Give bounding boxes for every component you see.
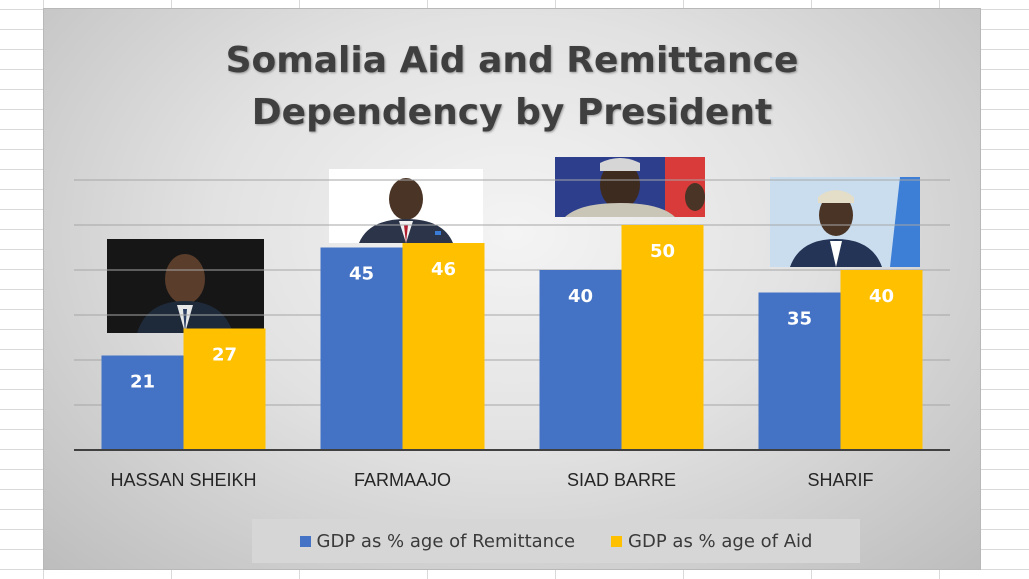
bar-remittance-3[interactable] [758,292,841,451]
chart-area[interactable]: Somalia Aid and Remittance Dependency by… [43,8,981,570]
data-label-remittance-1: 45 [349,264,374,285]
legend-swatch-aid [611,535,623,547]
portrait-sharif [770,177,920,267]
bar-remittance-0[interactable] [101,355,184,451]
portrait-hassan-sheikh [107,239,264,333]
data-label-aid-1: 46 [431,259,456,280]
legend-label-remittance: GDP as % age of Remittance [316,530,576,552]
bar-remittance-1[interactable] [320,247,403,451]
data-label-remittance-2: 40 [568,286,593,307]
bar-aid-2[interactable] [621,225,704,450]
portrait-siad-barre [555,157,705,217]
data-label-aid-0: 27 [212,345,237,366]
legend-swatch-remittance [299,535,311,547]
chart-title: Somalia Aid and Remittance Dependency by… [225,40,799,133]
category-label-2: SIAD BARRE [567,470,676,490]
legend-item-aid: GDP as % age of Aid [611,531,812,552]
data-label-aid-3: 40 [869,286,894,307]
chart-legend: GDP as % age of Remittance GDP as % age … [252,519,860,563]
bar-remittance-2[interactable] [539,270,622,450]
data-label-remittance-3: 35 [787,309,812,330]
category-label-0: HASSAN SHEIKH [110,470,256,490]
bar-aid-1[interactable] [402,243,485,450]
legend-item-remittance: GDP as % age of Remittance [299,530,576,552]
bar-aid-3[interactable] [840,270,923,450]
category-label-3: SHARIF [807,470,873,490]
category-label-1: FARMAAJO [354,470,451,490]
data-label-remittance-0: 21 [130,372,155,393]
legend-label-aid: GDP as % age of Aid [628,530,813,552]
bar-aid-0[interactable] [183,328,266,451]
data-label-aid-2: 50 [650,241,675,262]
